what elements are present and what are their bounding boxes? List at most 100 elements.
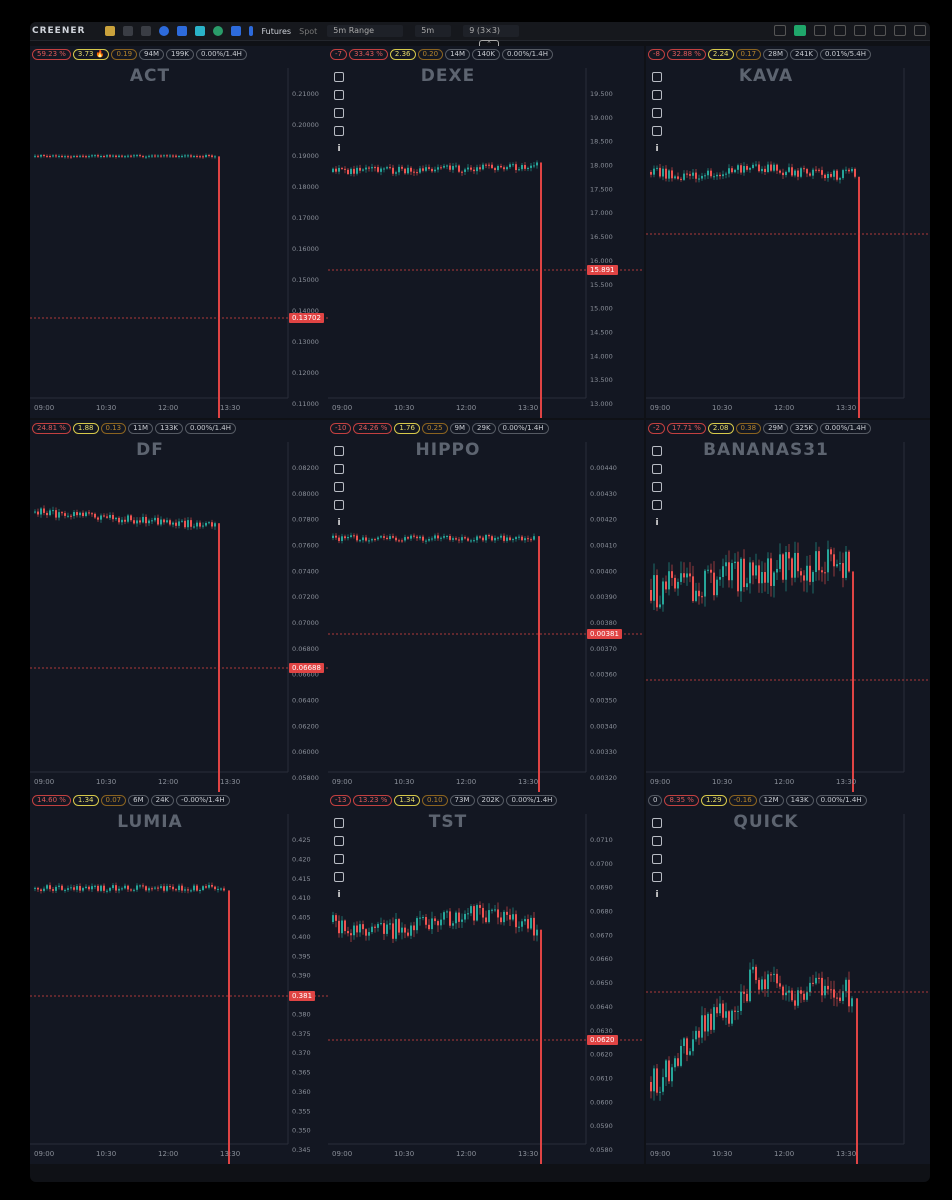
sort-icon[interactable] (141, 26, 152, 36)
metric-badge: 0.20 (417, 49, 444, 60)
candle-body (854, 168, 856, 177)
telegram-icon[interactable] (195, 26, 206, 36)
candle-body (752, 966, 754, 970)
pen-icon[interactable] (249, 26, 254, 36)
chart-panel-bananas31[interactable]: 09:00 10:30 12:00 13:30 -2 17.71 % 2.08 0.38 29M… (646, 420, 930, 792)
candle-body (127, 885, 129, 890)
pin-icon[interactable] (334, 90, 344, 100)
candle-body (800, 571, 802, 576)
status-icon[interactable] (213, 26, 224, 36)
hide-icon[interactable] (652, 482, 662, 492)
pin-icon[interactable] (334, 836, 344, 846)
pin-icon[interactable] (652, 836, 662, 846)
info-icon[interactable]: i (337, 144, 341, 154)
chart-panel-act[interactable]: 0.21000 0.20000 0.19000 0.18000 0.17000 0.160… (30, 46, 346, 418)
y-tick-label: 0.0600 (590, 1098, 613, 1106)
candle-body (440, 167, 442, 169)
info-icon[interactable]: i (655, 890, 659, 900)
x-tick-label: 09:00 (650, 1150, 670, 1158)
candle-body (202, 156, 204, 158)
candle-body (196, 522, 198, 527)
candle-body (515, 914, 517, 928)
candlestick-chart[interactable]: 09:00 10:30 12:00 13:30 (646, 46, 930, 418)
layout-icon[interactable] (177, 26, 188, 36)
copy-icon[interactable] (334, 446, 344, 456)
candle-body (827, 549, 829, 573)
crown-icon[interactable] (105, 26, 116, 36)
y-tick-label: 0.425 (292, 836, 311, 844)
interval-select[interactable]: 5m (415, 25, 452, 37)
hide-icon[interactable] (334, 482, 344, 492)
chart-panel-df[interactable]: 0.08200 0.08000 0.07800 0.07600 0.07400 0.072… (30, 420, 346, 792)
chart-panel-quick[interactable]: 09:00 10:30 12:00 13:30 0 8.35 % 1.29 -0.16 12M 1… (646, 792, 930, 1164)
chart-icon[interactable] (834, 25, 846, 36)
copy-icon[interactable] (652, 72, 662, 82)
info-icon[interactable]: i (655, 518, 659, 528)
copy-icon[interactable] (652, 446, 662, 456)
menu-icon[interactable] (914, 25, 926, 36)
metric-badge: 17.71 % (666, 423, 706, 434)
candlestick-chart[interactable]: 0.21000 0.20000 0.19000 0.18000 0.17000 0.160… (30, 46, 346, 418)
duplicate-icon[interactable] (652, 872, 662, 882)
chart-panel-tst[interactable]: 0.0710 0.0700 0.0690 0.0680 0.0670 0.0660 0.06… (328, 792, 644, 1164)
hide-icon[interactable] (652, 854, 662, 864)
copy-icon[interactable] (652, 818, 662, 828)
candlestick-chart[interactable]: 0.00440 0.00430 0.00420 0.00410 0.00400 0.003… (328, 420, 644, 792)
duplicate-icon[interactable] (652, 500, 662, 510)
circle-icon[interactable] (159, 26, 170, 36)
duplicate-icon[interactable] (652, 126, 662, 136)
candlestick-chart[interactable]: 0.08200 0.08000 0.07800 0.07600 0.07400 0.072… (30, 420, 346, 792)
hide-icon[interactable] (334, 854, 344, 864)
candle-body (193, 885, 195, 891)
calendar-icon[interactable] (814, 25, 826, 36)
candlestick-chart[interactable]: 0.0710 0.0700 0.0690 0.0680 0.0670 0.0660 0.06… (328, 792, 644, 1164)
symbol-title: HIPPO (415, 440, 481, 460)
bar-chart-icon[interactable] (123, 26, 134, 36)
copy-icon[interactable] (334, 818, 344, 828)
futures-tab[interactable]: Futures (261, 26, 292, 36)
crash-candle (538, 536, 540, 792)
info-icon[interactable]: i (655, 144, 659, 154)
layout-grid-icon[interactable] (894, 25, 906, 36)
candlestick-chart[interactable]: 09:00 10:30 12:00 13:30 (646, 792, 930, 1164)
candle-body (452, 538, 454, 540)
cross-icon[interactable] (231, 26, 242, 36)
candle-body (491, 536, 493, 541)
metric-badge: 0.10 (421, 795, 448, 806)
candle-body (76, 886, 78, 890)
chart-panel-dexe[interactable]: 19.500 19.000 18.500 18.000 17.500 17.000 16.5… (328, 46, 644, 418)
pin-icon[interactable] (652, 90, 662, 100)
volume-icon[interactable] (874, 25, 886, 36)
candle-body (368, 540, 370, 542)
info-icon[interactable]: i (337, 518, 341, 528)
candle-body (479, 167, 481, 170)
candlestick-chart[interactable]: 09:00 10:30 12:00 13:30 (646, 420, 930, 792)
settings-icon[interactable] (854, 25, 866, 36)
spot-tab[interactable]: Spot (299, 26, 318, 36)
grid-select[interactable]: 9 (3×3) (463, 25, 520, 37)
metric-badge: 28M (763, 49, 789, 60)
info-icon[interactable]: i (337, 890, 341, 900)
candle-body (503, 535, 505, 541)
pin-icon[interactable] (334, 464, 344, 474)
candlestick-chart[interactable]: 0.425 0.420 0.415 0.410 0.405 0.400 0.395 0.390… (30, 792, 346, 1164)
y-tick-label: 0.0670 (590, 931, 613, 939)
active-toggle-icon[interactable] (794, 25, 806, 36)
hide-icon[interactable] (652, 108, 662, 118)
duplicate-icon[interactable] (334, 872, 344, 882)
candle-body (746, 993, 748, 1002)
candlestick-chart[interactable]: 19.500 19.000 18.500 18.000 17.500 17.000 16.5… (328, 46, 644, 418)
copy-icon[interactable] (334, 72, 344, 82)
duplicate-icon[interactable] (334, 500, 344, 510)
hide-icon[interactable] (334, 108, 344, 118)
chart-panel-lumia[interactable]: 0.425 0.420 0.415 0.410 0.405 0.400 0.395 0.390… (30, 792, 346, 1164)
candle-body (64, 889, 66, 891)
candle-body (497, 537, 499, 539)
range-select[interactable]: 5m Range (327, 25, 404, 37)
pin-icon[interactable] (652, 464, 662, 474)
chart-panel-hippo[interactable]: 0.00440 0.00430 0.00420 0.00410 0.00400 0.003… (328, 420, 644, 792)
candle-body (470, 906, 472, 914)
chart-panel-kava[interactable]: 09:00 10:30 12:00 13:30 -8 32.88 % 2.24 0.17 28M… (646, 46, 930, 418)
search-icon[interactable] (774, 25, 786, 36)
duplicate-icon[interactable] (334, 126, 344, 136)
